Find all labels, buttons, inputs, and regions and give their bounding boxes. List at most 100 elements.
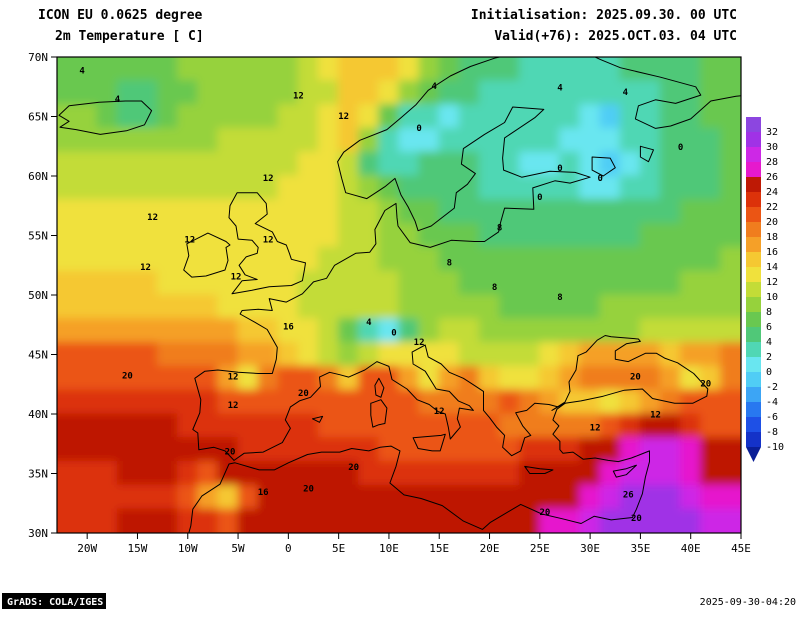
temperature-cell: [398, 508, 420, 533]
temperature-cell: [499, 389, 521, 415]
temperature-cell: [499, 57, 521, 82]
temperature-cell: [559, 223, 581, 248]
temperature-cell: [157, 461, 179, 486]
temperature-cell: [358, 223, 380, 248]
colorbar-tick-label: 22: [766, 202, 778, 213]
temperature-cell: [398, 57, 420, 82]
colorbar-segment: [746, 372, 761, 387]
contour-label: 12: [228, 373, 239, 383]
temperature-cell: [418, 175, 440, 201]
temperature-cell: [338, 294, 360, 320]
temperature-cell: [378, 104, 400, 129]
temperature-cell: [197, 175, 219, 201]
temperature-cell: [700, 223, 722, 248]
temperature-cell: [680, 413, 702, 439]
temperature-cell: [639, 294, 662, 320]
temperature-cell: [579, 365, 601, 391]
temperature-cell: [217, 389, 239, 415]
temperature-cell: [639, 389, 662, 415]
temperature-cell: [257, 151, 279, 177]
temperature-cell: [599, 437, 621, 463]
temperature-cell: [358, 57, 380, 58]
coastline: [312, 415, 324, 423]
temperature-cell: [257, 57, 279, 58]
colorbar-segment: [746, 192, 761, 207]
temperature-cell: [659, 342, 682, 367]
temperature-cell: [700, 104, 722, 129]
temperature-cell: [519, 365, 541, 391]
temperature-cell: [398, 175, 420, 201]
contour-label: 12: [184, 236, 195, 246]
temperature-cell: [338, 342, 360, 367]
colorbar-segment: [746, 402, 761, 417]
temperature-cell: [619, 508, 641, 533]
temperature-cell: [458, 57, 481, 82]
temperature-cell: [297, 294, 320, 320]
temperature-cell: [639, 508, 662, 533]
temperature-cell: [639, 413, 662, 439]
temperature-cell: [116, 104, 139, 129]
temperature-cell: [116, 484, 139, 510]
temperature-cell: [217, 104, 239, 129]
lon-tick-label: 15W: [128, 542, 148, 555]
temperature-cell: [378, 413, 400, 439]
temperature-cell: [438, 437, 460, 463]
temperature-cell: [418, 127, 440, 153]
temperature-cell: [680, 461, 702, 486]
temperature-cell: [197, 104, 219, 129]
temperature-cell: [720, 318, 741, 344]
temperature-cell: [398, 199, 420, 225]
temperature-cell: [297, 484, 320, 510]
temperature-cell: [659, 294, 682, 320]
temperature-cell: [680, 389, 702, 415]
temperature-cell: [619, 484, 641, 510]
temperature-cell: [458, 461, 481, 486]
colorbar-segment: [746, 312, 761, 327]
coastline: [370, 399, 388, 428]
temperature-cell: [539, 104, 561, 129]
temperature-cell: [519, 294, 541, 320]
temperature-cell: [177, 270, 199, 296]
temperature-cell: [96, 57, 118, 82]
colorbar-segment: [746, 147, 761, 162]
temperature-cell: [277, 461, 299, 486]
temperature-cell: [277, 80, 299, 106]
temperature-cell: [157, 223, 179, 248]
lon-tick-label: 45E: [731, 542, 751, 555]
temperature-cell: [237, 437, 259, 463]
temperature-cell: [96, 318, 118, 344]
temperature-cell: [539, 80, 561, 106]
map-area: [57, 57, 741, 533]
colorbar-segment: [746, 252, 761, 267]
temperature-cell: [720, 199, 741, 225]
temperature-cell: [257, 104, 279, 129]
temperature-cell: [438, 151, 460, 177]
temperature-cell: [438, 127, 460, 153]
temperature-cell: [458, 389, 481, 415]
contour-label: 12: [650, 411, 661, 421]
temperature-cell: [599, 175, 621, 201]
temperature-cell: [700, 532, 722, 533]
temperature-cell: [297, 413, 320, 439]
contour-label: 12: [140, 263, 151, 273]
temperature-cell: [76, 508, 98, 533]
temperature-cell: [519, 151, 541, 177]
temperature-cell: [177, 484, 199, 510]
temperature-cell: [57, 127, 78, 153]
temperature-cell: [478, 80, 501, 106]
temperature-cell: [659, 151, 682, 177]
lon-tick-label: 20W: [77, 542, 97, 555]
temperature-cell: [378, 127, 400, 153]
coastline: [233, 335, 709, 461]
temperature-cell: [136, 199, 159, 225]
temperature-cell: [157, 199, 179, 225]
temperature-cell: [478, 508, 501, 533]
temperature-cell: [277, 413, 299, 439]
temperature-cell: [659, 80, 682, 106]
temperature-cell: [599, 57, 621, 82]
temperature-cell: [358, 199, 380, 225]
temperature-cell: [116, 175, 139, 201]
temperature-cell: [519, 318, 541, 344]
temperature-cell: [257, 461, 279, 486]
temperature-cell: [157, 57, 179, 82]
